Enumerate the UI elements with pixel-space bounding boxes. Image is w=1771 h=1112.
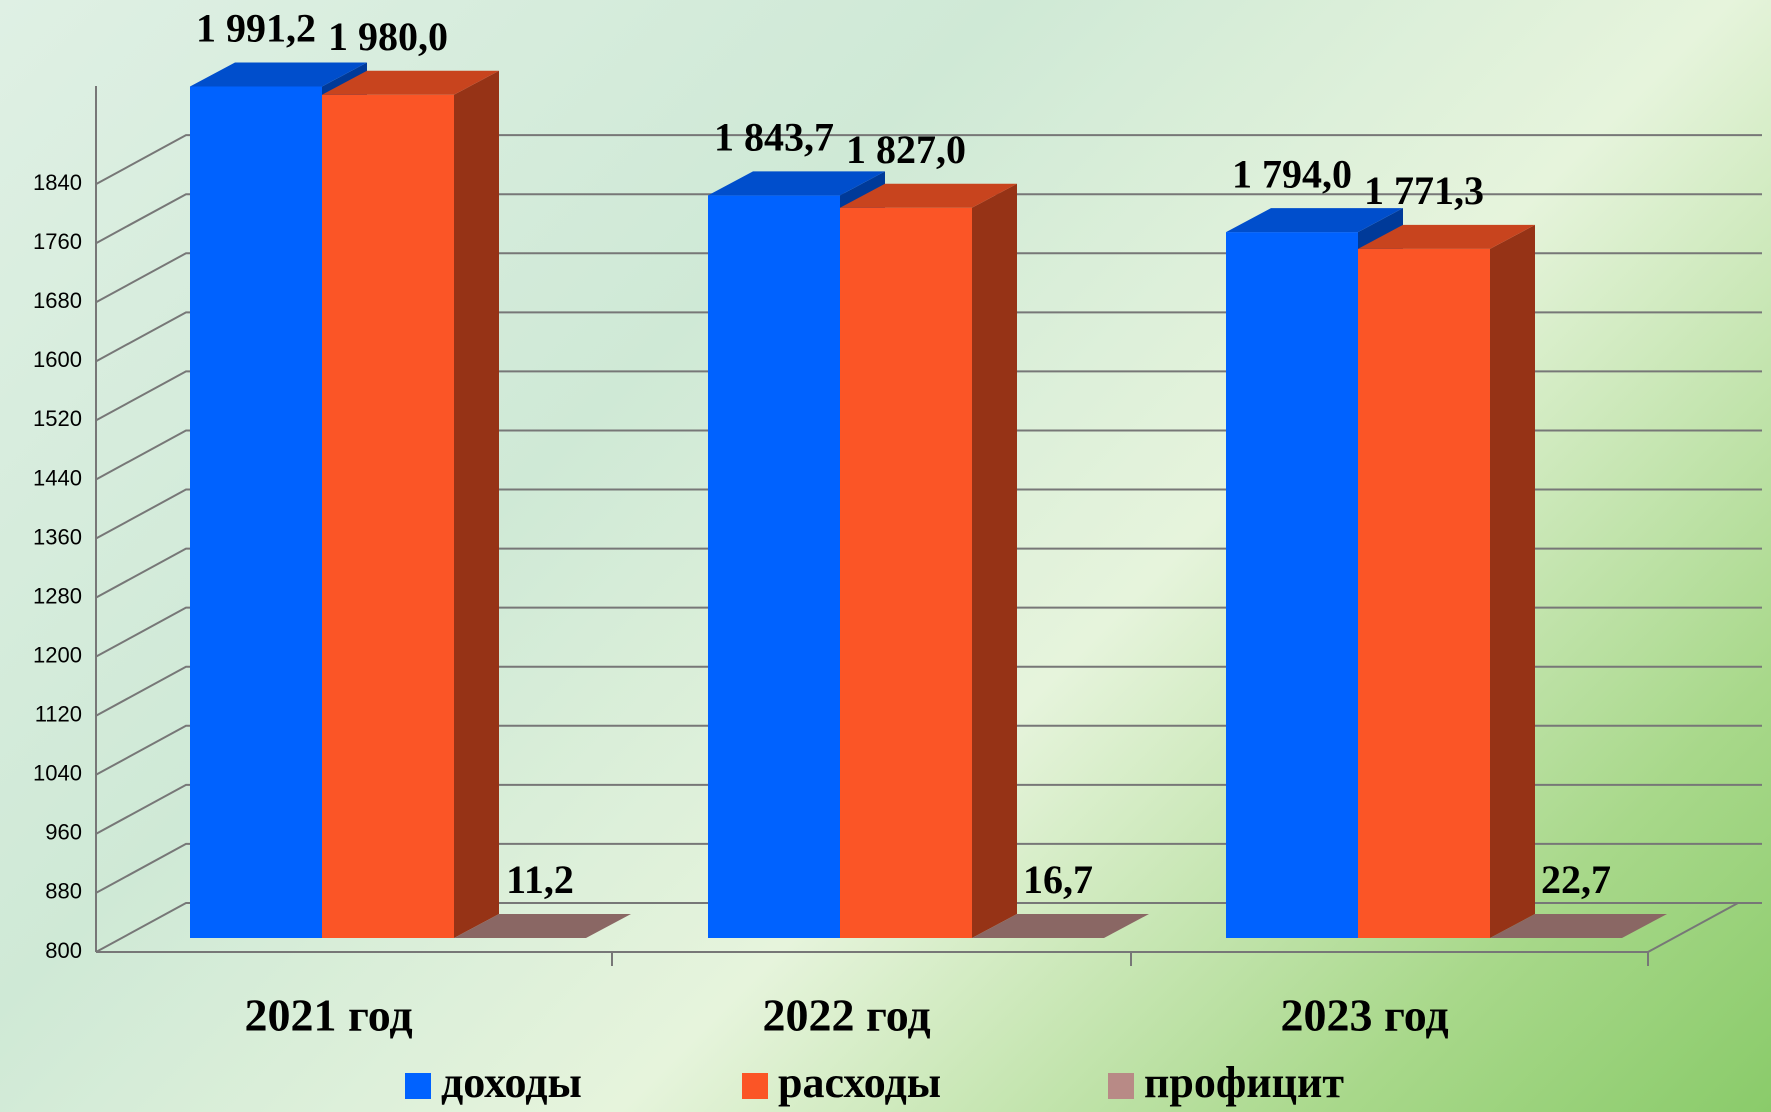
bar: [972, 914, 1149, 938]
x-tick-label: 2021 год: [245, 990, 413, 1041]
bar-top: [454, 914, 631, 938]
y-tick-label: 1680: [33, 288, 82, 313]
y-tick-label: 1760: [33, 229, 82, 254]
y-tick-label: 1440: [33, 465, 82, 490]
legend-swatch: [405, 1073, 431, 1099]
value-label: 16,7: [1023, 857, 1093, 902]
bar-front: [840, 207, 972, 938]
value-label: 1 980,0: [328, 14, 448, 59]
bar-front: [708, 195, 840, 939]
bar-side: [972, 183, 1017, 938]
y-tick-label: 1200: [33, 642, 82, 667]
grid-line: [95, 193, 1762, 245]
y-tick-label: 1360: [33, 524, 82, 549]
x-tick-label: 2023 год: [1281, 990, 1449, 1041]
bar-top: [1490, 914, 1667, 938]
y-tick-label: 1600: [33, 347, 82, 372]
grid-line: [95, 134, 1762, 186]
legend-swatch: [1108, 1073, 1134, 1099]
bar-top: [840, 183, 1017, 208]
y-tick-label: 1120: [35, 702, 82, 727]
y-tick-label: 1040: [33, 761, 82, 786]
x-tick-label: 2022 год: [763, 990, 931, 1041]
value-label: 1 771,3: [1364, 168, 1484, 213]
bar-side: [454, 70, 499, 939]
bar-top: [1226, 208, 1403, 233]
value-label: 1 827,0: [846, 127, 966, 172]
legend-label: доходы: [441, 1058, 582, 1107]
value-label: 1 794,0: [1232, 151, 1352, 196]
bar-top: [1358, 224, 1535, 249]
bar-front: [190, 86, 322, 939]
bar-side: [1490, 224, 1535, 939]
bar-front: [322, 94, 454, 939]
value-label: 22,7: [1541, 857, 1611, 902]
bar-front: [1226, 232, 1358, 938]
bar-front: [1358, 248, 1490, 939]
y-tick-label: 1520: [33, 406, 82, 431]
legend-label: расходы: [778, 1058, 941, 1107]
y-tick-label: 800: [45, 938, 82, 963]
y-tick-label: 1280: [33, 583, 82, 608]
bar: [454, 914, 631, 938]
value-label: 1 991,2: [196, 6, 316, 51]
bar: [322, 70, 499, 939]
bar-top: [322, 70, 499, 95]
floor-edge: [1647, 902, 1739, 953]
bar: [1490, 914, 1667, 938]
bar: [1358, 224, 1535, 939]
bar: [840, 183, 1017, 938]
y-tick-label: 1840: [33, 170, 82, 195]
bar-top: [972, 914, 1149, 938]
value-label: 1 843,7: [714, 115, 834, 160]
bar-top: [190, 62, 367, 87]
y-tick-label: 960: [45, 820, 82, 845]
bar-top: [708, 171, 885, 196]
legend-label: профицит: [1144, 1058, 1344, 1107]
value-label: 11,2: [506, 857, 574, 902]
legend-swatch: [742, 1073, 768, 1099]
y-tick-label: 880: [45, 879, 82, 904]
